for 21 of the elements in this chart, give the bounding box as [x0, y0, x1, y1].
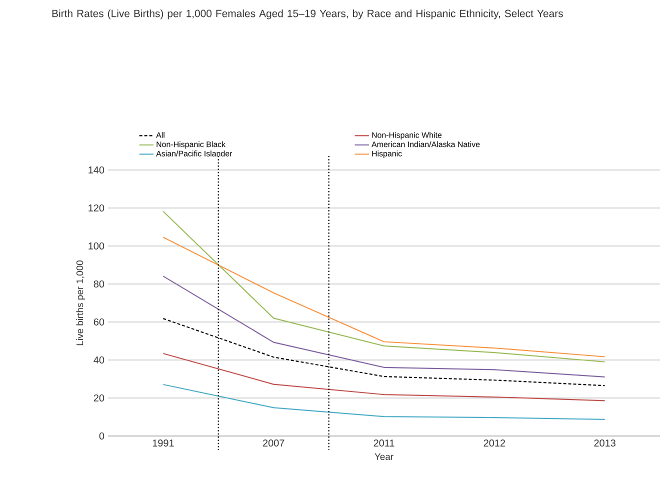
y-tick-label: 120 — [88, 204, 104, 212]
x-tick-label: 1991 — [152, 440, 174, 447]
y-tick-label: 100 — [88, 242, 104, 250]
chart-title: Birth Rates (Live Births) per 1,000 Females Aged 15–19 Years, by Race and Hispanic Ethnicity, Select Years — [52, 10, 563, 20]
line-series — [162, 384, 606, 420]
line-series — [162, 236, 606, 358]
y-tick-label: 60 — [94, 318, 104, 326]
x-tick-label: 2011 — [374, 440, 394, 447]
y-tick-label: 140 — [88, 166, 104, 174]
line-series — [162, 352, 606, 402]
line-series — [162, 276, 606, 378]
x-tick-label: 2012 — [484, 440, 505, 447]
y-tick-label: 80 — [94, 280, 104, 288]
line-series — [162, 210, 606, 362]
y-axis-title: Live births per 1,000 — [76, 260, 86, 346]
y-tick-label: 0 — [99, 432, 104, 440]
x-axis-title: Year — [374, 453, 394, 460]
y-tick-label: 20 — [94, 394, 104, 402]
x-tick-label: 2007 — [263, 440, 284, 447]
y-tick-label: 40 — [94, 356, 104, 364]
x-tick-label: 2013 — [594, 440, 616, 447]
